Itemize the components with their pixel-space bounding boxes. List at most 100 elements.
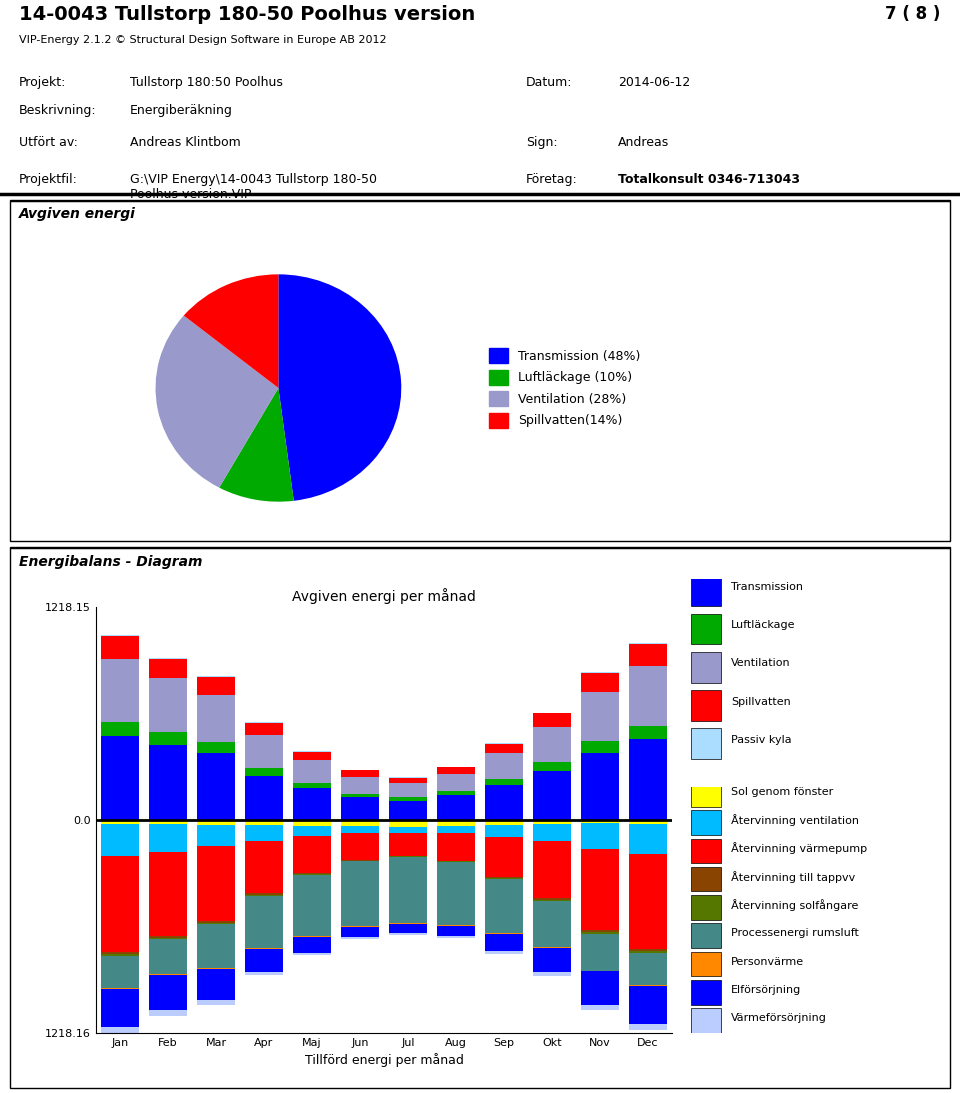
Bar <box>533 901 571 902</box>
Bar <box>691 691 721 721</box>
Bar <box>629 855 667 949</box>
Bar <box>629 726 667 739</box>
Bar <box>197 742 235 753</box>
Bar <box>437 820 475 826</box>
Bar <box>197 753 235 820</box>
Bar <box>533 771 571 820</box>
Text: Luftläckage: Luftläckage <box>732 620 796 631</box>
Bar <box>581 753 619 820</box>
Bar <box>533 973 571 976</box>
Bar <box>341 861 379 926</box>
Bar <box>197 695 235 742</box>
Bar <box>149 659 187 678</box>
Bar <box>101 659 139 721</box>
Text: Projekt:: Projekt: <box>19 77 66 89</box>
Bar <box>197 925 235 968</box>
Bar <box>581 930 619 932</box>
Text: Andreas: Andreas <box>618 136 669 149</box>
Bar <box>389 933 427 935</box>
Bar <box>341 927 379 937</box>
Bar <box>341 820 379 826</box>
Bar <box>581 820 619 823</box>
Bar <box>691 614 721 645</box>
Bar <box>149 1010 187 1015</box>
Text: Datum:: Datum: <box>526 77 572 89</box>
Bar <box>101 1027 139 1033</box>
Bar <box>485 951 523 953</box>
Bar <box>629 739 667 820</box>
Bar <box>389 820 427 826</box>
Bar <box>389 800 427 820</box>
Text: Sign:: Sign: <box>526 136 558 149</box>
Bar <box>437 833 475 860</box>
Bar <box>533 898 571 901</box>
Bar <box>581 823 619 849</box>
Bar <box>245 825 283 841</box>
Text: Processenergi rumsluft: Processenergi rumsluft <box>732 928 859 938</box>
Wedge shape <box>219 388 294 502</box>
Text: Beskrivning:: Beskrivning: <box>19 104 97 117</box>
Bar <box>581 972 619 1004</box>
Bar <box>101 952 139 954</box>
Bar <box>293 937 331 953</box>
Bar <box>293 788 331 820</box>
Bar <box>197 846 235 921</box>
Bar <box>629 1024 667 1030</box>
Text: VIP-Energy 2.1.2 © Structural Design Software in Europe AB 2012: VIP-Energy 2.1.2 © Structural Design Sof… <box>19 35 387 45</box>
Text: Utfört av:: Utfört av: <box>19 136 78 149</box>
Text: Passiv kyla: Passiv kyla <box>732 734 792 745</box>
Bar <box>293 761 331 783</box>
Bar <box>101 636 139 659</box>
Text: Elförsörjning: Elförsörjning <box>732 985 802 995</box>
Bar <box>691 651 721 682</box>
Bar <box>691 728 721 759</box>
Bar <box>149 732 187 744</box>
Bar <box>691 867 721 892</box>
Bar <box>485 743 523 753</box>
Bar <box>691 895 721 919</box>
Bar <box>149 939 187 975</box>
Bar <box>437 937 475 938</box>
Bar <box>245 768 283 776</box>
Bar <box>293 836 331 873</box>
Text: Ventilation: Ventilation <box>732 658 791 669</box>
Bar <box>149 824 187 851</box>
Bar <box>149 936 187 938</box>
Text: Återvinning ventilation: Återvinning ventilation <box>732 814 859 826</box>
Bar <box>389 798 427 800</box>
Bar <box>581 849 619 930</box>
Bar <box>437 926 475 937</box>
Bar <box>485 785 523 820</box>
Text: Energibalans - Diagram: Energibalans - Diagram <box>19 554 203 568</box>
Bar <box>691 924 721 948</box>
Bar <box>341 794 379 797</box>
Bar <box>629 949 667 951</box>
Text: Sol genom fönster: Sol genom fönster <box>732 787 833 797</box>
Bar <box>197 969 235 1000</box>
Bar <box>629 666 667 726</box>
Bar <box>197 1000 235 1006</box>
Wedge shape <box>156 316 278 487</box>
Bar <box>485 877 523 878</box>
Bar <box>341 771 379 777</box>
Bar <box>389 778 427 784</box>
Bar <box>581 741 619 753</box>
Bar <box>197 678 235 695</box>
Bar <box>293 874 331 936</box>
Bar <box>485 825 523 837</box>
Bar <box>101 956 139 988</box>
Bar <box>101 820 139 824</box>
Bar <box>437 826 475 833</box>
Bar <box>389 784 427 798</box>
Text: Återvinning värmepump: Återvinning värmepump <box>732 843 867 855</box>
Bar <box>101 736 139 820</box>
Text: 2014-06-12: 2014-06-12 <box>618 77 690 89</box>
Bar <box>197 820 235 824</box>
Bar <box>533 902 571 947</box>
Bar <box>485 879 523 933</box>
Text: Tullstorp 180:50 Poolhus: Tullstorp 180:50 Poolhus <box>130 77 282 89</box>
Bar <box>389 925 427 933</box>
Title: Avgiven energi per månad: Avgiven energi per månad <box>292 588 476 604</box>
Bar <box>629 820 667 824</box>
Bar <box>533 948 571 973</box>
